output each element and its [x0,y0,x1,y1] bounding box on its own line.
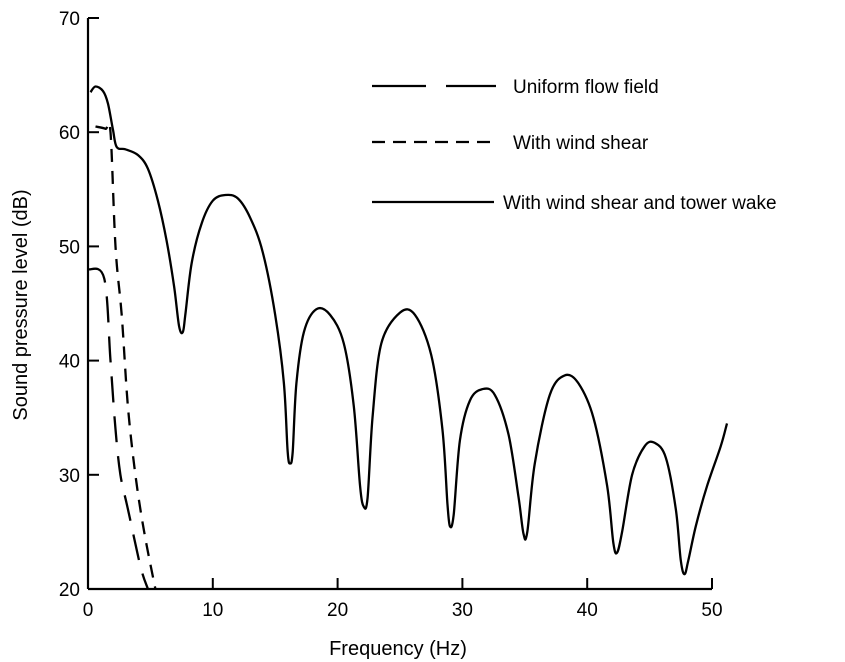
series-layer [87,85,729,590]
x-axis-title: Frequency (Hz) [329,638,467,660]
legend-label: With wind shear and tower wake [503,193,777,214]
legend-wind-shear: With wind shear [372,133,649,154]
legend-wind-shear-tower-wake: With wind shear and tower wake [372,193,777,214]
y-tick-label: 70 [59,9,80,30]
legend-layer: Uniform flow field With wind shear With wi… [372,77,777,214]
y-tick-label: 40 [59,352,80,373]
legend-label: With wind shear [513,133,649,154]
x-tick-label: 50 [701,600,722,621]
y-tick-label: 30 [59,466,80,487]
x-tick-label: 10 [202,600,223,621]
axes-layer: 0 10 20 30 40 50 20 30 40 50 60 70 [59,9,723,621]
series-wind-shear [95,121,157,590]
y-tick-label: 50 [59,237,80,258]
series-uniform-flow [87,267,149,590]
x-tick-label: 40 [577,600,598,621]
x-tick-label: 30 [452,600,473,621]
legend-uniform-flow: Uniform flow field [372,77,659,98]
y-axis-title: Sound pressure level (dB) [10,189,32,420]
x-tick-label: 20 [327,600,348,621]
y-tick-label: 20 [59,580,80,601]
y-tick-label: 60 [59,123,80,144]
x-tick-label: 0 [83,600,94,621]
legend-label: Uniform flow field [513,77,659,98]
series-wind-shear-tower-wake [89,85,729,576]
